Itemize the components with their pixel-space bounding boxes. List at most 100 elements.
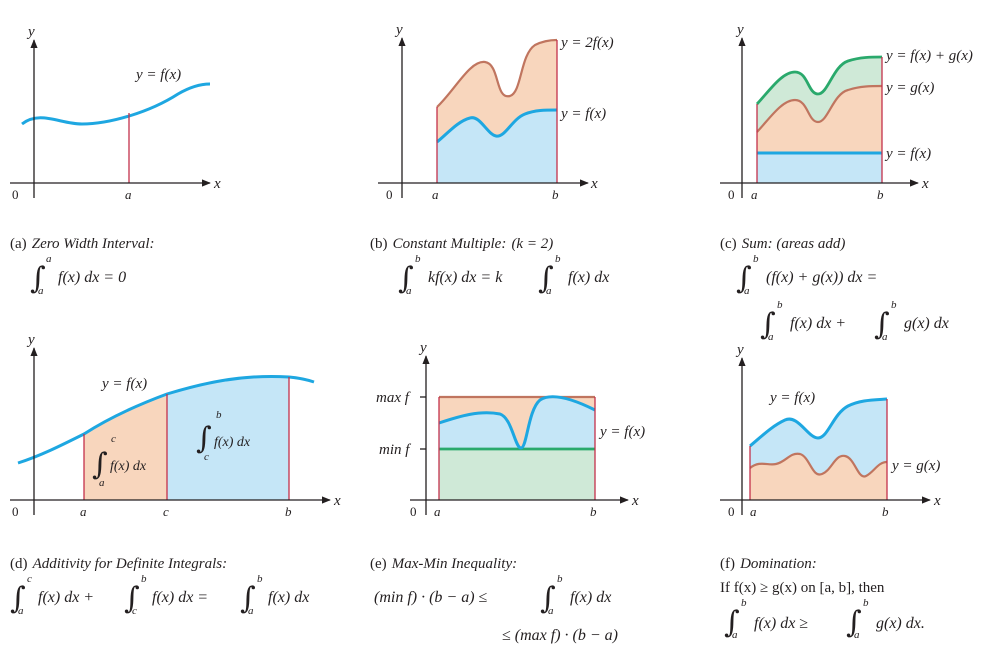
panel-e-formula: (min f) · (b − a) ≤ ∫ b a f(x) dx ≤ (max… — [374, 573, 618, 644]
panel-f-formula: If f(x) ≥ g(x) on [a, b], then ∫ b a f(x… — [720, 580, 925, 641]
panel-f: y x 0 a b y = f(x) y = g(x) (f) Dominati… — [720, 342, 941, 641]
panel-d-orange-area — [84, 394, 167, 500]
panel-a-tick-a: a — [125, 187, 132, 202]
svg-text:∫: ∫ — [538, 261, 554, 296]
panel-b-tick-b: b — [552, 187, 559, 202]
svg-text:a: a — [882, 331, 888, 343]
panel-c-label-top: y = f(x) + g(x) — [884, 48, 973, 64]
panel-b-f-curve — [436, 108, 558, 144]
svg-text:∫: ∫ — [874, 307, 890, 342]
svg-text:b: b — [557, 573, 563, 585]
panel-d-curve-label: y = f(x) — [100, 376, 147, 392]
svg-text:b: b — [216, 409, 222, 421]
svg-text:∫: ∫ — [196, 421, 212, 456]
svg-text:∫: ∫ — [540, 581, 556, 616]
panel-b-tick-a: a — [432, 187, 439, 202]
svg-text:∫: ∫ — [30, 261, 46, 296]
svg-text:∫: ∫ — [760, 307, 776, 342]
svg-text:∫: ∫ — [724, 605, 740, 640]
panel-c-formula: ∫ b a (f(x) + g(x)) dx = ∫ b a f(x) dx +… — [736, 253, 949, 343]
panel-f-g-curve — [749, 452, 888, 478]
panel-f-tick-b: b — [882, 504, 889, 519]
panel-c-label-mid: y = g(x) — [884, 80, 934, 96]
panel-d-tick-c: c — [163, 504, 169, 519]
panel-b: y x 0 a b y = 2f(x) y = f(x) (b) Constan… — [370, 22, 614, 297]
panel-d-tick-a: a — [80, 504, 87, 519]
panel-c-label-bottom: y = f(x) — [884, 146, 931, 162]
svg-text:c: c — [204, 451, 209, 463]
panel-d-region2-label: ∫ b c f(x) dx — [196, 409, 251, 463]
svg-text:b: b — [415, 253, 421, 265]
panel-e-f-curve — [438, 395, 596, 450]
panel-a-y-label: y — [26, 24, 35, 40]
svg-text:∫: ∫ — [240, 581, 256, 616]
panel-a-origin: 0 — [12, 187, 19, 202]
panel-b-orange-area — [437, 40, 557, 142]
panel-f-f-curve — [749, 397, 888, 448]
panel-a-curve-label: y = f(x) — [134, 67, 181, 83]
panel-b-origin: 0 — [386, 187, 393, 202]
svg-text:a: a — [248, 605, 254, 617]
svg-text:a: a — [768, 331, 774, 343]
panel-b-x-label: x — [590, 176, 598, 192]
svg-text:a: a — [548, 605, 554, 617]
panel-f-tick-a: a — [750, 504, 757, 519]
panel-e-tick-a: a — [434, 504, 441, 519]
svg-text:∫: ∫ — [846, 605, 862, 640]
panel-d-x-label: x — [333, 493, 341, 509]
svg-text:a: a — [18, 605, 24, 617]
svg-text:f(x) dx: f(x) dx — [110, 459, 147, 474]
svg-text:b: b — [777, 299, 783, 311]
panel-a-formula: ∫ a a f(x) dx = 0 — [30, 253, 126, 297]
svg-text:a: a — [406, 285, 412, 297]
svg-text:b: b — [753, 253, 759, 265]
panel-c-y-label: y — [735, 22, 744, 38]
panel-d-tick-b: b — [285, 504, 292, 519]
svg-text:If f(x) ≥ g(x) on [a, b], th: If f(x) ≥ g(x) on [a, b], then — [720, 580, 885, 596]
panel-e: y x 0 a b max f min f y = f(x) (e) Max-M… — [370, 340, 645, 644]
panel-b-caption: (b) Constant Multiple: (k = 2) — [370, 233, 553, 252]
panel-c-g-curve — [756, 84, 883, 133]
svg-text:a: a — [99, 477, 105, 489]
panel-e-min-label: min f — [379, 442, 411, 458]
svg-text:f(x) dx = 0: f(x) dx = 0 — [58, 269, 126, 286]
panel-d-f-curve — [17, 375, 315, 465]
panel-a-x-label: x — [213, 176, 221, 192]
panel-c-tick-b: b — [877, 187, 884, 202]
svg-text:∫: ∫ — [124, 581, 140, 616]
svg-text:g(x) dx.: g(x) dx. — [876, 615, 925, 632]
svg-text:c: c — [111, 433, 116, 445]
svg-text:g(x) dx: g(x) dx — [904, 315, 949, 332]
svg-text:∫: ∫ — [92, 447, 108, 482]
svg-text:b: b — [555, 253, 561, 265]
panel-c-tick-a: a — [751, 187, 758, 202]
panel-b-blue-area — [437, 110, 557, 183]
svg-text:b: b — [257, 573, 263, 585]
panel-d-region1-label: ∫ c a f(x) dx — [92, 433, 147, 489]
svg-text:b: b — [741, 597, 747, 609]
svg-text:a: a — [546, 285, 552, 297]
panel-e-max-label: max f — [376, 390, 411, 406]
panel-c: y x 0 a b y = f(x) + g(x) y = g(x) y = f… — [720, 22, 973, 343]
panel-b-label-top: y = 2f(x) — [559, 35, 614, 51]
panel-f-y-label: y — [735, 342, 744, 358]
panel-f-origin: 0 — [728, 504, 735, 519]
panel-b-y-label: y — [394, 22, 403, 38]
svg-text:a: a — [744, 285, 750, 297]
panel-d-origin: 0 — [12, 504, 19, 519]
svg-text:a: a — [46, 253, 52, 265]
panel-f-caption: (f) Domination: — [720, 553, 817, 572]
panel-d: y x 0 a c b y = f(x) ∫ c a f(x) dx ∫ b c… — [10, 332, 341, 617]
svg-text:kf(x) dx = k: kf(x) dx = k — [428, 269, 503, 286]
panel-e-orange-area — [439, 396, 595, 448]
panel-f-orange-area — [750, 453, 887, 500]
panel-e-green-area — [439, 449, 595, 500]
panel-e-blue-area — [439, 396, 595, 449]
svg-text:b: b — [891, 299, 897, 311]
svg-text:f(x) dx: f(x) dx — [570, 589, 611, 606]
svg-text:c: c — [132, 605, 137, 617]
panel-e-origin: 0 — [410, 504, 417, 519]
svg-text:a: a — [38, 285, 44, 297]
panel-e-tick-b: b — [590, 504, 597, 519]
svg-text:f(x) dx +: f(x) dx + — [790, 315, 846, 332]
